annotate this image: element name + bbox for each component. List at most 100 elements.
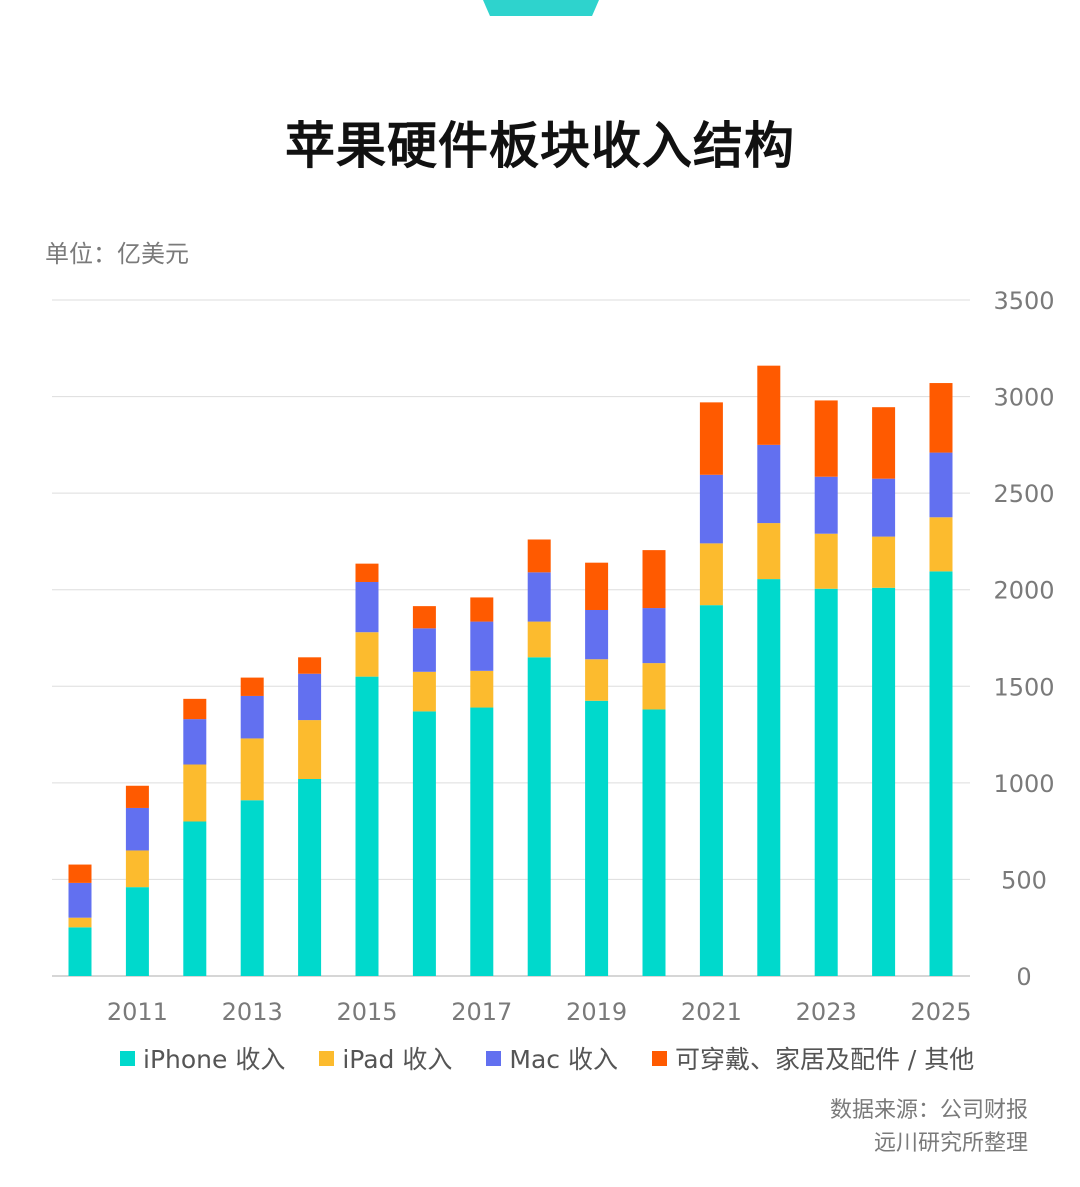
bar-segment [355, 563, 379, 582]
bar-segment [470, 670, 494, 708]
bar-segment [412, 606, 436, 629]
bar-segment [699, 402, 723, 475]
bar-segment [412, 628, 436, 672]
bar-segment [68, 917, 92, 928]
y-tick-label: 500 [1001, 866, 1047, 894]
x-tick-label: 2025 [910, 998, 971, 1026]
y-tick-label: 2500 [993, 480, 1054, 508]
y-tick-label: 3500 [993, 287, 1054, 315]
chart-title: 苹果硬件板块收入结构 [285, 117, 795, 175]
bar-segment [183, 719, 207, 765]
source-note: 数据来源：公司财报 远川研究所整理 [830, 1094, 1028, 1160]
bar-segment [699, 605, 723, 976]
legend-swatch [319, 1050, 335, 1066]
bar-segment [585, 700, 609, 976]
legend-swatch [486, 1050, 502, 1066]
bar-segment [527, 572, 551, 622]
bar-segment [527, 657, 551, 976]
legend-swatch [120, 1050, 135, 1066]
bar-segment [470, 597, 494, 622]
unit-label: 单位：亿美元 [45, 240, 189, 268]
bar-segment [757, 579, 781, 976]
y-tick-label: 2000 [993, 577, 1054, 605]
bar-segment [298, 673, 322, 721]
bar-segment [642, 663, 666, 710]
x-tick-label: 2015 [336, 998, 397, 1026]
bar-segment [412, 671, 436, 712]
bar-segment [814, 400, 838, 477]
bar-segment [125, 887, 149, 976]
bar-segment [929, 383, 953, 453]
bar-segment [240, 800, 264, 976]
x-tick-label: 2017 [451, 998, 512, 1026]
legend-swatch [651, 1050, 667, 1066]
bar-segment [68, 882, 92, 918]
bar-segment [872, 478, 896, 537]
bar-segment [355, 581, 379, 633]
x-tick-label: 2021 [681, 998, 742, 1026]
bar-segment [699, 543, 723, 606]
bar-segment [470, 707, 494, 976]
x-tick-label: 2013 [222, 998, 283, 1026]
bar-segment [757, 523, 781, 580]
bar-segment [642, 709, 666, 976]
bar-segment [642, 608, 666, 664]
bar-segment [872, 587, 896, 976]
bar-segment [298, 657, 322, 674]
x-tick-label: 2011 [107, 998, 168, 1026]
legend-label: 可穿戴、家居及配件 / 其他 [674, 1045, 975, 1074]
bar-segment [872, 536, 896, 588]
legend-label: iPad 收入 [342, 1045, 453, 1074]
bar-segment [355, 632, 379, 677]
legend-item: 可穿戴、家居及配件 / 其他 [651, 1040, 975, 1076]
legend-item: Mac 收入 [486, 1040, 618, 1076]
bar-segment [929, 452, 953, 518]
bar-segment [125, 807, 149, 851]
bar-segment [757, 444, 781, 524]
legend-item: iPad 收入 [319, 1040, 452, 1076]
bar-segment [527, 539, 551, 573]
bar-segment [68, 927, 92, 976]
source-line-1: 数据来源：公司财报 [829, 1098, 1028, 1123]
bar-segment [872, 407, 896, 479]
bar-segment [355, 676, 379, 976]
x-tick-label: 2023 [796, 998, 857, 1026]
y-tick-label: 0 [1016, 963, 1031, 991]
bar-segment [470, 621, 494, 671]
bar-segment [68, 864, 92, 883]
bar-segment [757, 365, 781, 445]
bar-segment [642, 550, 666, 609]
x-tick-label: 2019 [566, 998, 627, 1026]
y-tick-label: 1500 [993, 673, 1054, 701]
bar-segment [240, 738, 264, 801]
top-accent-tab [483, 0, 599, 16]
y-tick-label: 1000 [993, 770, 1054, 798]
bar-segment [527, 621, 551, 658]
bar-segment [298, 778, 322, 976]
bar-segment [183, 764, 207, 822]
bar-segment [412, 711, 436, 976]
bar-segment [585, 562, 609, 610]
bar-segment [585, 659, 609, 701]
legend-label: Mac 收入 [509, 1045, 618, 1074]
source-line-2: 远川研究所整理 [873, 1131, 1028, 1156]
bar-segment [929, 571, 953, 976]
bar-segment [125, 785, 149, 808]
bar-segment [929, 517, 953, 572]
bar-segment [814, 588, 838, 976]
legend-item: iPhone 收入 [120, 1040, 285, 1076]
bar-segment [699, 474, 723, 544]
legend-label: iPhone 收入 [143, 1045, 286, 1074]
bar-segment [183, 821, 207, 976]
bar-segment [240, 677, 264, 696]
bar-segment [125, 850, 149, 888]
bar-segment [183, 698, 207, 720]
bar-segment [298, 720, 322, 779]
bar-segment [240, 695, 264, 739]
y-tick-label: 3000 [993, 384, 1054, 412]
bar-segment [814, 533, 838, 589]
chart-legend: iPhone 收入 iPad 收入 Mac 收入 可穿戴、家居及配件 / 其他 [120, 1040, 974, 1076]
bar-segment [814, 476, 838, 534]
bar-segment [585, 609, 609, 660]
